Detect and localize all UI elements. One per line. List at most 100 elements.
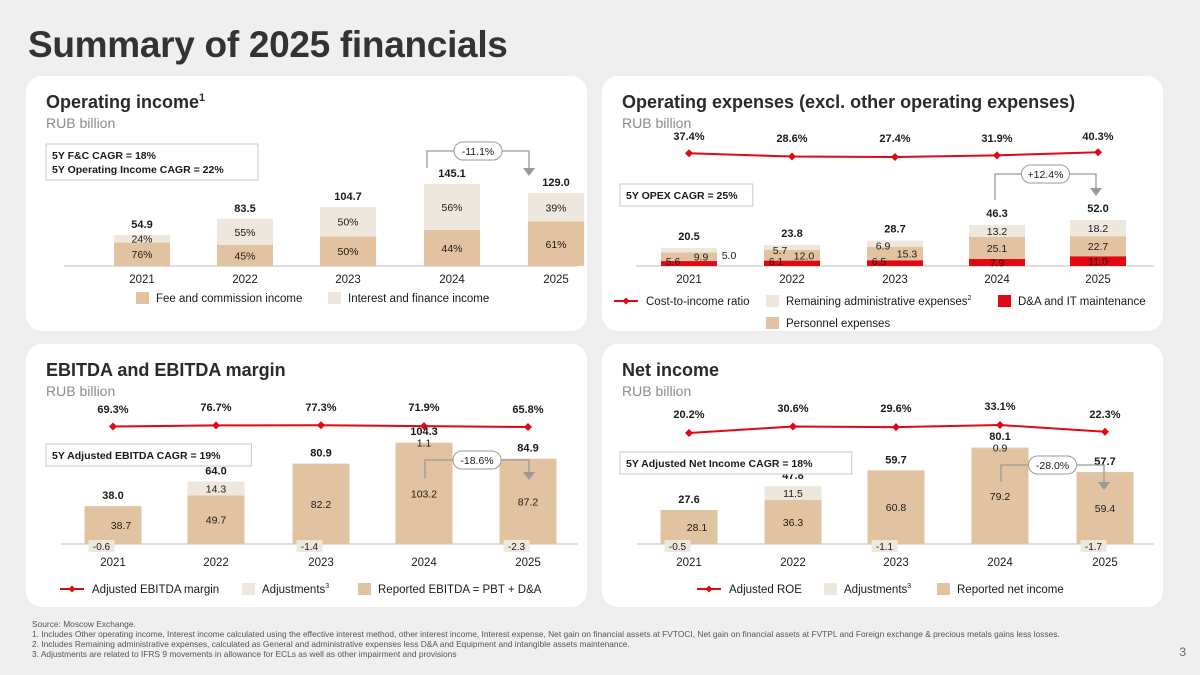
cagr-box-line: 5Y Operating Income CAGR = 22% bbox=[52, 164, 224, 176]
reported-value: 59.4 bbox=[1095, 503, 1116, 515]
reported-value: 60.8 bbox=[886, 502, 907, 514]
year-tick: 2022 bbox=[780, 557, 806, 569]
change-indicator-arrow bbox=[1090, 188, 1102, 196]
ebitda-margin-label: 77.3% bbox=[305, 402, 336, 414]
adjustment-value: -0.5 bbox=[669, 542, 687, 553]
remaining-value: 13.2 bbox=[987, 226, 1008, 238]
reported-value: 82.2 bbox=[311, 499, 332, 511]
cagr-box-line: 5Y F&C CAGR = 18% bbox=[52, 150, 157, 162]
cagr-box-line: 5Y OPEX CAGR = 25% bbox=[626, 190, 738, 202]
cagr-box-border bbox=[619, 183, 754, 207]
total-label: 23.8 bbox=[781, 228, 802, 240]
adjustment-value: 14.3 bbox=[206, 483, 227, 495]
cost-to-income-marker bbox=[993, 151, 1001, 160]
bar-remaining-admin bbox=[764, 244, 820, 250]
bar-interest-finance bbox=[424, 184, 480, 230]
year-tick: 2022 bbox=[779, 274, 805, 286]
total-label: 80.1 bbox=[989, 431, 1010, 443]
bar-fee-commission bbox=[528, 221, 584, 266]
total-label: 145.1 bbox=[438, 168, 466, 180]
bar-personnel bbox=[1070, 236, 1126, 257]
total-label: 129.0 bbox=[542, 177, 570, 189]
reported-value: 38.7 bbox=[111, 520, 132, 532]
legend-cost-to-income-marker bbox=[622, 297, 630, 305]
ebitda-margin-marker bbox=[524, 423, 532, 431]
total-label: 46.3 bbox=[986, 208, 1007, 220]
adjusted-roe-label: 22.3% bbox=[1089, 409, 1120, 421]
ebitda-margin-marker bbox=[420, 422, 428, 431]
bar-remaining-admin bbox=[1070, 220, 1126, 237]
total-label: 52.0 bbox=[1087, 203, 1108, 215]
year-tick: 2024 bbox=[984, 274, 1010, 286]
ebitda-margin-marker bbox=[212, 421, 220, 430]
bar-interest-finance bbox=[217, 218, 273, 245]
legend-cost-to-income-label: Cost-to-income ratio bbox=[646, 296, 750, 308]
year-tick: 2023 bbox=[882, 274, 908, 286]
bar-remaining-admin bbox=[969, 225, 1025, 237]
bar-personnel bbox=[661, 252, 717, 262]
change-indicator-pill bbox=[452, 450, 502, 470]
year-tick: 2021 bbox=[129, 274, 155, 286]
bar-adjustment bbox=[503, 540, 530, 552]
year-tick: 2025 bbox=[1092, 557, 1118, 569]
bar-fee-commission bbox=[114, 242, 170, 266]
adjusted-roe-marker bbox=[685, 429, 693, 437]
adjustment-value: -0.6 bbox=[93, 542, 111, 553]
change-indicator-label: -11.1% bbox=[462, 146, 495, 158]
total-label: 64.0 bbox=[205, 465, 226, 477]
net-income-panel: Net income RUB billion 20.2% 30.6% 29.6% 33… bbox=[602, 344, 1163, 607]
legend-line-marker bbox=[68, 585, 76, 593]
cost-to-income-label: 28.6% bbox=[776, 133, 807, 145]
year-tick: 2025 bbox=[1085, 274, 1111, 286]
change-indicator-arrow bbox=[1098, 482, 1110, 490]
operating-expenses-title: Operating expenses (excl. other operatin… bbox=[622, 92, 1076, 112]
cost-to-income-marker bbox=[1094, 148, 1102, 157]
bar-adjustment bbox=[88, 540, 115, 552]
net-income-unit: RUB billion bbox=[622, 383, 692, 399]
adjusted-roe-marker bbox=[996, 421, 1004, 430]
bar-adjustment bbox=[871, 540, 898, 552]
total-label: 28.7 bbox=[884, 224, 905, 236]
year-tick: 2023 bbox=[335, 274, 361, 286]
remaining-value: 5.7 bbox=[773, 245, 788, 257]
operating-income-panel: Operating income1 RUB billion 76% 24% 54.9… bbox=[26, 76, 587, 331]
personnel-value: 9.9 bbox=[694, 252, 709, 264]
bar-adjustment bbox=[664, 540, 691, 552]
cagr-box-line: 5Y Adjusted Net Income CAGR = 18% bbox=[626, 458, 813, 470]
legend-da-it-swatch bbox=[998, 295, 1011, 307]
da-value: 11.0 bbox=[1088, 256, 1108, 268]
adjusted-roe-label: 30.6% bbox=[777, 403, 808, 415]
change-indicator-label: -18.6% bbox=[460, 455, 493, 467]
da-value: 6.5 bbox=[872, 256, 887, 268]
reported-value: 28.1 bbox=[687, 522, 708, 534]
total-label: 59.7 bbox=[885, 454, 906, 466]
legend-personnel-swatch bbox=[766, 317, 779, 329]
legend-interest-swatch bbox=[328, 292, 341, 304]
adjustment-value: -1.7 bbox=[1085, 542, 1103, 553]
total-label: 104.3 bbox=[410, 426, 438, 438]
bar-reported bbox=[867, 470, 925, 544]
net-income-chart: 20.2% 30.6% 29.6% 33.1% 22.3% -0.528.1 27.6 202… bbox=[619, 401, 1154, 596]
change-indicator-arrow bbox=[523, 168, 535, 176]
cagr-box-border bbox=[45, 143, 259, 181]
remaining-value: 6.9 bbox=[876, 241, 891, 253]
total-label: 20.5 bbox=[678, 231, 699, 243]
page-number: 3 bbox=[1179, 645, 1186, 659]
share-label-interest: 39% bbox=[545, 202, 566, 214]
total-label: 38.0 bbox=[102, 490, 123, 502]
adjusted-roe-label: 33.1% bbox=[984, 401, 1015, 413]
adjustment-value: -2.3 bbox=[508, 542, 526, 553]
adjusted-roe-label: 29.6% bbox=[880, 403, 911, 415]
adjustment-value: 1.1 bbox=[417, 438, 432, 450]
ebitda-margin-marker bbox=[317, 421, 325, 430]
bar-adjustment bbox=[296, 540, 323, 552]
adjustment-value: 0.9 bbox=[993, 443, 1008, 455]
bar-reported bbox=[187, 495, 245, 544]
bar-da-it bbox=[661, 261, 717, 266]
share-label-fee: 44% bbox=[441, 243, 462, 255]
ebitda-margin-label: 69.3% bbox=[97, 404, 128, 416]
legend-personnel-label: Personnel expenses bbox=[786, 318, 890, 330]
year-tick: 2023 bbox=[308, 557, 334, 569]
total-label: 54.9 bbox=[131, 219, 152, 231]
total-label: 57.7 bbox=[1094, 456, 1115, 468]
